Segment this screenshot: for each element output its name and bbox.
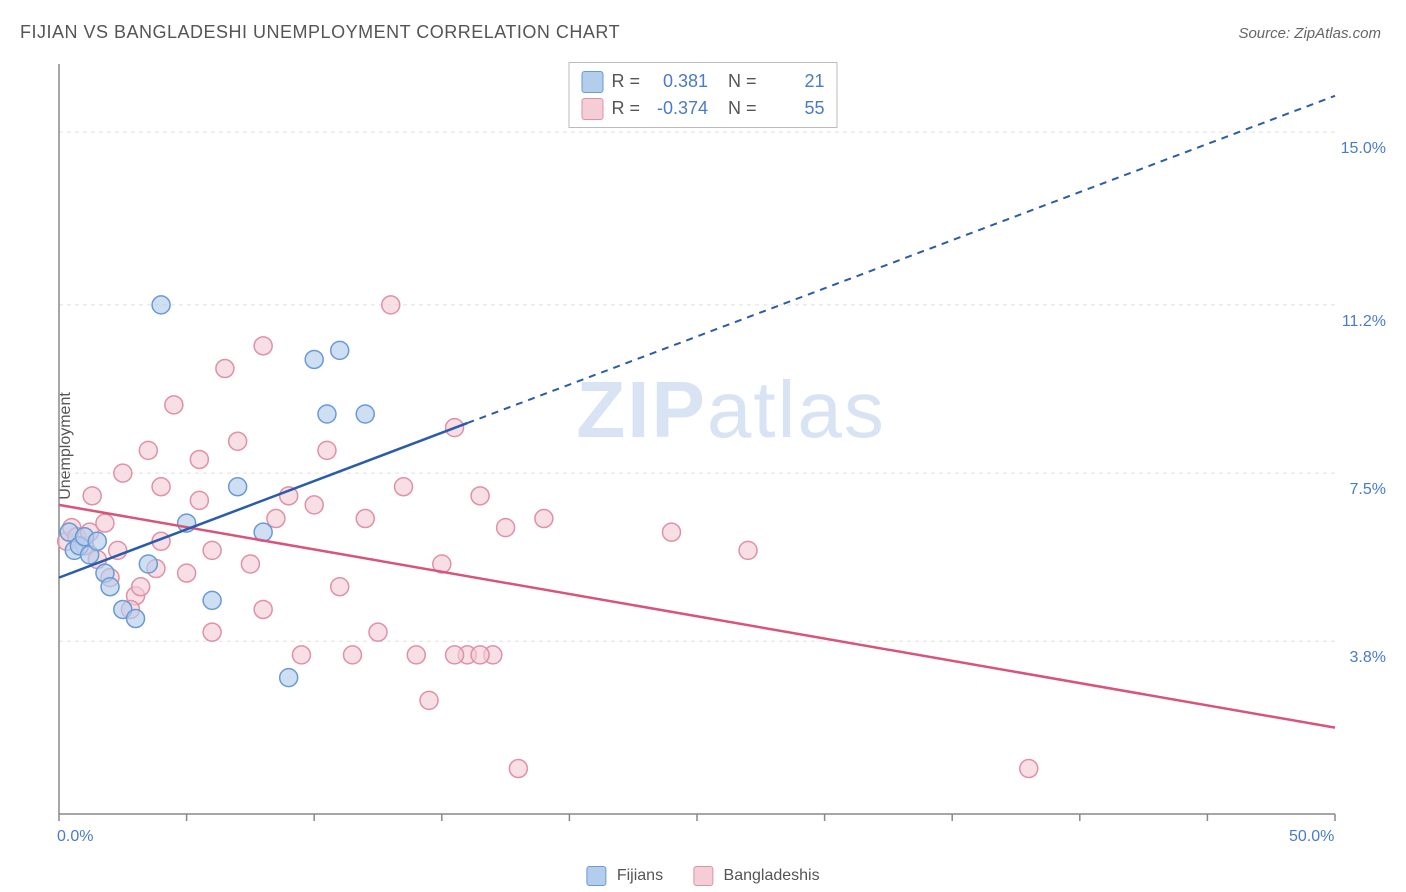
legend-label-fijians: Fijians [617, 867, 663, 884]
n-label: N = [728, 95, 757, 122]
x-tick-label: 0.0% [57, 828, 93, 846]
n-value-fijians: 21 [765, 68, 825, 95]
r-label: R = [611, 68, 640, 95]
source-attribution: Source: ZipAtlas.com [1238, 25, 1381, 42]
legend-label-bangladeshis: Bangladeshis [724, 867, 820, 884]
r-value-bangladeshis: -0.374 [648, 95, 708, 122]
swatch-bangladeshis-icon [693, 866, 713, 886]
legend-item-bangladeshis: Bangladeshis [693, 866, 820, 886]
y-tick-label: 3.8% [1350, 649, 1386, 667]
r-value-fijians: 0.381 [648, 68, 708, 95]
legend-item-fijians: Fijians [586, 866, 663, 886]
n-label: N = [728, 68, 757, 95]
correlation-row-bangladeshis: R = -0.374 N = 55 [581, 95, 824, 122]
plot-area [55, 60, 1380, 830]
chart-title: FIJIAN VS BANGLADESHI UNEMPLOYMENT CORRE… [20, 22, 620, 43]
series-legend: Fijians Bangladeshis [586, 866, 819, 886]
y-tick-label: 11.2% [1342, 313, 1386, 331]
correlation-row-fijians: R = 0.381 N = 21 [581, 68, 824, 95]
r-label: R = [611, 95, 640, 122]
scatter-chart-svg [55, 60, 1380, 830]
y-tick-label: 15.0% [1341, 140, 1386, 158]
x-tick-label: 50.0% [1289, 828, 1334, 846]
y-tick-label: 7.5% [1350, 481, 1386, 499]
n-value-bangladeshis: 55 [765, 95, 825, 122]
correlation-legend-box: R = 0.381 N = 21 R = -0.374 N = 55 [568, 62, 837, 128]
swatch-bangladeshis-icon [581, 98, 603, 120]
swatch-fijians-icon [581, 71, 603, 93]
swatch-fijians-icon [586, 866, 606, 886]
